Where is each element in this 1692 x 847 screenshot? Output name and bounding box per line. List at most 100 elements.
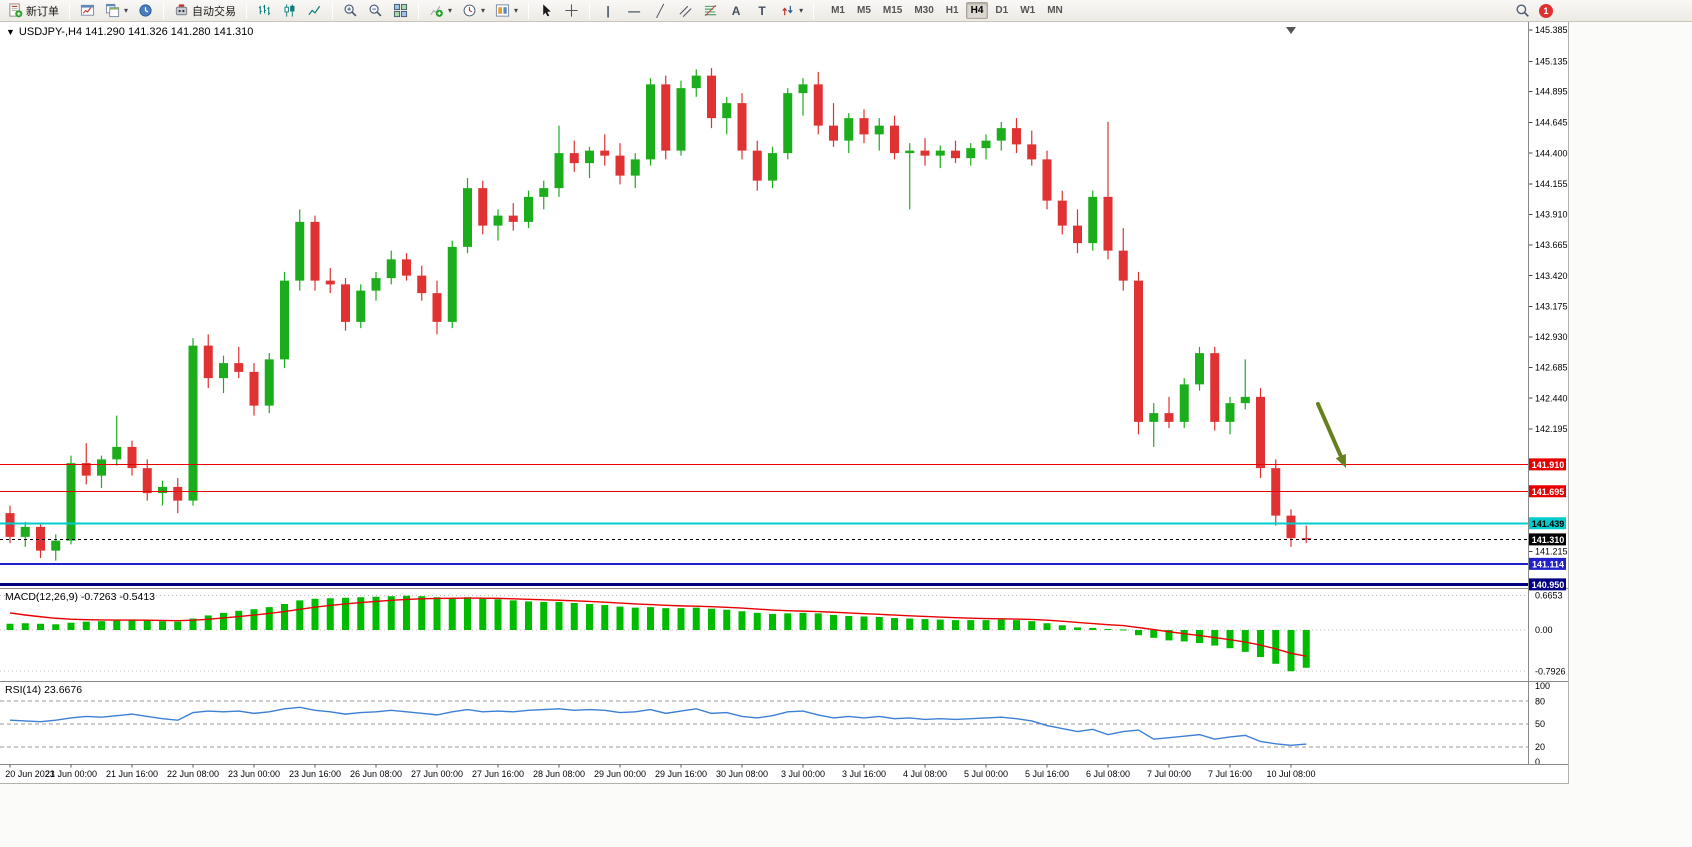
- macd-histogram-bar: [37, 623, 44, 630]
- candle-body: [890, 125, 899, 154]
- chart-shift-marker[interactable]: [1286, 27, 1296, 34]
- cursor-button[interactable]: [535, 1, 558, 21]
- timeframe-m5[interactable]: M5: [856, 5, 871, 16]
- vertical-line-tool-button[interactable]: |: [596, 1, 620, 21]
- macd-scale-label: 0.6653: [1535, 591, 1563, 601]
- time-label: 3 Jul 16:00: [842, 769, 886, 779]
- timeframe-mn[interactable]: MN: [1047, 5, 1063, 16]
- macd-histogram-bar: [967, 620, 975, 630]
- horizontal-line-tool-button[interactable]: —: [622, 1, 646, 21]
- one-click-trading-toggle[interactable]: ▼: [6, 27, 15, 37]
- macd-label-text: MACD(12,26,9) -0.7263 -0.5413: [5, 591, 155, 603]
- candle-body: [752, 150, 762, 181]
- auto-trading-icon: [174, 3, 189, 18]
- text-tool-button[interactable]: A: [724, 1, 748, 21]
- timeframe-m15[interactable]: M15: [882, 5, 903, 16]
- indicators-button[interactable]: ▾: [425, 1, 456, 21]
- candle-body: [600, 150, 610, 156]
- price-tick-label: 144.645: [1535, 118, 1568, 128]
- auto-trading-button[interactable]: 自动交易: [170, 1, 240, 21]
- macd-histogram-bar: [1272, 630, 1280, 664]
- profiles-button[interactable]: ▾: [101, 1, 132, 21]
- candle-body: [554, 153, 564, 189]
- rsi-indicator-label: RSI(14) 23.6676: [5, 684, 82, 696]
- crosshair-icon: [564, 3, 579, 18]
- macd-histogram-bar: [265, 607, 273, 630]
- macd-histogram-bar: [525, 601, 532, 630]
- crosshair-button[interactable]: [560, 1, 583, 21]
- timeframe-w1[interactable]: W1: [1020, 5, 1036, 16]
- search-button[interactable]: [1511, 1, 1534, 21]
- macd-histogram-bar: [220, 612, 227, 630]
- candle-body: [1256, 396, 1265, 469]
- macd-histogram-bar: [1150, 630, 1158, 638]
- line-chart-button[interactable]: [303, 1, 326, 21]
- timeframe-m30[interactable]: M30: [914, 5, 934, 16]
- candle-body: [1057, 200, 1067, 226]
- price-label-140.950-box-text: 140.950: [1532, 580, 1565, 590]
- timeframe-h4[interactable]: H4: [965, 2, 989, 19]
- price-tick-label: 142.930: [1535, 332, 1568, 342]
- macd-histogram-bar: [723, 609, 731, 630]
- zoom-out-button[interactable]: [364, 1, 387, 21]
- candle-body: [264, 359, 274, 406]
- macd-histogram-bar: [433, 597, 441, 630]
- price-tick-label: 142.440: [1535, 393, 1568, 403]
- macd-histogram-bar: [601, 605, 609, 630]
- templates-button[interactable]: ▾: [491, 1, 522, 21]
- timeframe-group: M1 M5 M15 M30 H1 H4 D1 W1 MN: [826, 2, 1068, 19]
- time-label: 3 Jul 00:00: [781, 769, 825, 779]
- macd-signal-line: [9, 597, 1307, 657]
- arrow-annotation[interactable]: [1316, 402, 1345, 462]
- macd-histogram-bar: [174, 621, 182, 630]
- chart-canvas[interactable]: 145.385 145.135 144.895 144.645 144.400 144.1…: [0, 22, 1568, 783]
- timeframe-d1[interactable]: D1: [995, 5, 1009, 16]
- zoom-in-button[interactable]: [339, 1, 362, 21]
- macd-histogram-bar: [509, 600, 517, 630]
- candlestick-chart-button[interactable]: [278, 1, 301, 21]
- timeframe-h1[interactable]: H1: [945, 5, 959, 16]
- macd-histogram-bar: [647, 607, 654, 630]
- candle-body: [920, 150, 930, 156]
- bar-chart-button[interactable]: [253, 1, 276, 21]
- profiles-icon: [105, 3, 120, 18]
- arrows-tool-button[interactable]: ▾: [776, 1, 807, 21]
- notification-badge[interactable]: 1: [1539, 3, 1553, 18]
- label-tool-button[interactable]: T: [750, 1, 774, 21]
- candle-body: [630, 159, 640, 176]
- periods-button[interactable]: ▾: [458, 1, 489, 21]
- price-tick-label: 143.420: [1535, 271, 1568, 281]
- candle-body: [844, 118, 854, 141]
- tile-windows-button[interactable]: [389, 1, 412, 21]
- time-label: 7 Jul 00:00: [1147, 769, 1191, 779]
- time-label: 27 Jun 16:00: [472, 769, 524, 779]
- macd-histogram-bar: [921, 619, 929, 630]
- candle-body: [691, 75, 701, 89]
- fibonacci-tool-button[interactable]: [699, 1, 722, 21]
- channel-tool-button[interactable]: [674, 1, 697, 21]
- macd-histogram-bar: [113, 620, 121, 630]
- rsi-label-text: RSI(14) 23.6676: [5, 684, 83, 696]
- zoom-in-icon: [343, 3, 358, 18]
- new-order-button[interactable]: 新订单: [4, 1, 63, 21]
- price-tick-label: 143.175: [1535, 301, 1568, 311]
- macd-histogram-bar: [1287, 630, 1295, 672]
- timeframe-m1[interactable]: M1: [831, 5, 845, 16]
- candle-body: [569, 153, 579, 164]
- candle-body: [996, 128, 1006, 141]
- market-watch-button[interactable]: [134, 1, 157, 21]
- chart-window[interactable]: 145.385 145.135 144.895 144.645 144.400 144.1…: [0, 22, 1569, 784]
- price-label-141.910-box: [1529, 458, 1566, 471]
- macd-histogram-bar: [6, 623, 14, 630]
- candle-body: [737, 103, 747, 151]
- trendline-tool-button[interactable]: ╱: [648, 1, 672, 21]
- candle-body: [219, 363, 228, 379]
- price-label-141.439-box-text: 141.439: [1532, 519, 1565, 529]
- arrow-annotation-head[interactable]: [1335, 453, 1346, 468]
- candle-body: [1210, 353, 1220, 422]
- macd-histogram-bar: [82, 621, 90, 630]
- chart-ohlc-info: ▼ USDJPY-,H4 141.290 141.326 141.280 141…: [6, 26, 253, 38]
- vertical-line-icon: |: [606, 3, 610, 18]
- new-chart-button[interactable]: [76, 1, 99, 21]
- candle-body: [966, 148, 976, 159]
